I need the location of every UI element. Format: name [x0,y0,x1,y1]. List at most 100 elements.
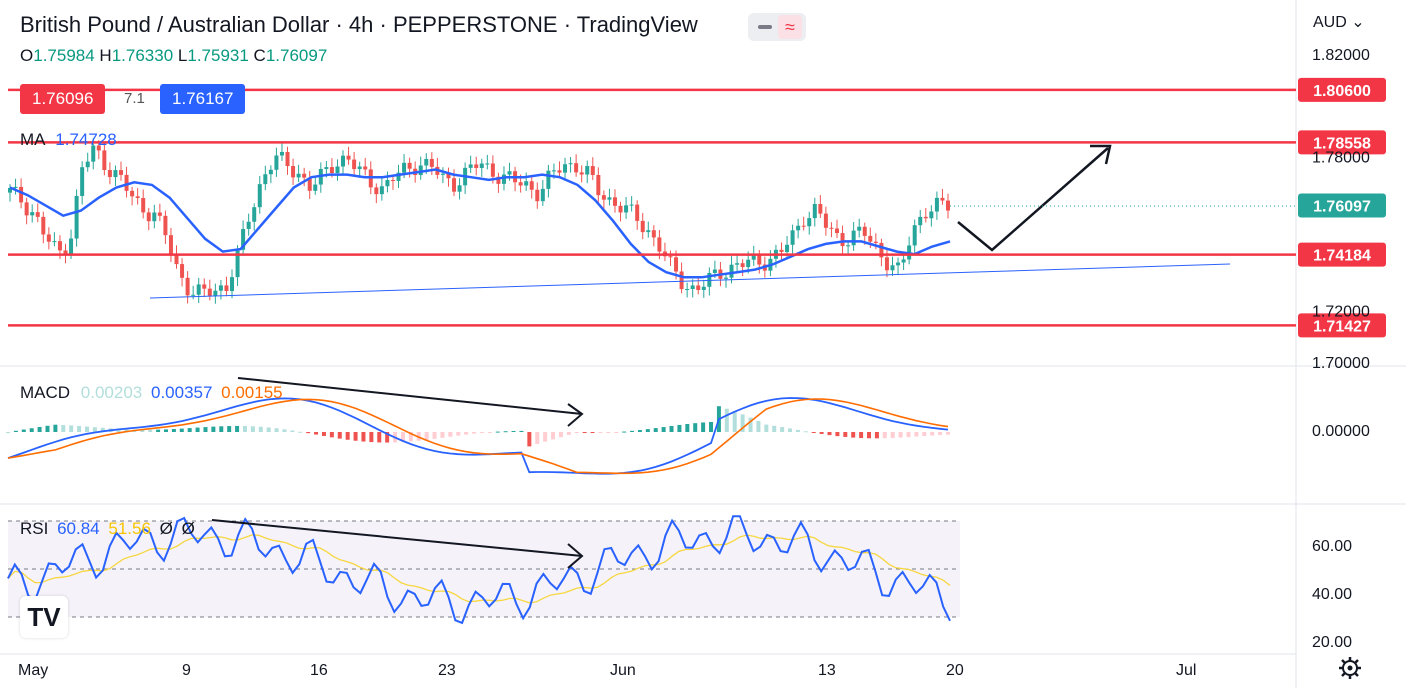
candle-body [80,167,85,196]
candle-body [934,197,939,212]
candle-body [329,167,334,174]
candle-body [191,294,196,296]
ma-legend[interactable]: MA 1.74728 [20,130,117,149]
last-price-label: 1.76097 [1313,199,1371,216]
candle-body [563,164,568,173]
macd-bar [282,429,287,432]
candle-body [757,254,762,265]
macd-bar [53,424,58,432]
macd-bar [6,432,10,433]
candle-body [24,202,29,216]
candle-body [102,150,107,170]
macd-bar [827,432,832,436]
macd-bar [709,421,714,432]
candle-body [901,259,906,263]
candle-body [230,277,235,292]
level-label: 1.78558 [1313,135,1371,152]
tradingview-logo[interactable]: TV [20,596,68,638]
candle-body [618,205,623,213]
ohlc-values: O1.75984 H1.76330 L1.75931 C1.76097 [20,46,328,65]
candle-body [501,174,506,184]
candle-body [546,170,551,189]
macd-bar [882,432,887,439]
candle-body [601,195,606,200]
macd-bar [440,432,445,438]
candle-body [873,241,878,243]
forecast-arrowhead [1090,144,1112,165]
candle-body [202,284,207,289]
candle-body [474,164,479,168]
x-tick-label: 16 [310,662,328,679]
candle-body [13,186,18,188]
macd-bar [693,423,698,432]
macd-bar [724,408,729,432]
currency-selector[interactable]: AUD ⌄ [1313,14,1365,31]
levels-group: 1.80600 1.78558 1.74184 1.71427 1.76097 [8,77,1386,338]
candle-body [923,216,928,219]
macd-bar [124,429,129,432]
settings-icon[interactable] [1339,657,1361,679]
candle-body [868,235,873,242]
macd-bar [598,432,603,433]
macd-bar [653,428,658,432]
candle-body [324,167,329,169]
candle-body [557,170,562,173]
candle-body [679,271,684,290]
last-price-box [1298,193,1386,218]
candle-body [690,285,695,290]
candle-body [829,227,834,229]
candle-body [135,196,140,199]
candle-body [712,269,717,273]
level-label-box [1298,130,1386,155]
candle-body [35,212,40,217]
candle-body [929,211,934,219]
candle-body [141,198,146,213]
candle-body [751,254,756,260]
candle-body [274,155,279,170]
rsi-legend[interactable]: RSI 60.84 51.56 Ø Ø [20,519,195,538]
macd-bar [669,425,674,432]
candle-body [457,185,462,192]
macd-bar [179,428,184,432]
candle-body [579,172,584,175]
macd-bar [740,414,745,432]
candle-body [857,226,862,231]
macd-bar [558,432,563,438]
macd-bar [345,432,350,440]
wave-icon: ≈ [778,15,802,39]
candle-body [285,151,290,167]
candle-body [252,207,257,222]
candle-body [851,230,856,246]
candle-body [374,187,379,195]
chevron-down-icon: ⌄ [1351,14,1365,31]
macd-bar [211,426,216,432]
x-tick-label: 13 [818,662,836,679]
macd-bar [732,411,737,432]
macd-bar [946,432,950,435]
macd-bar [242,426,247,432]
macd-divergence-line [237,377,583,415]
candle-body [668,256,673,258]
macd-bar [464,432,469,435]
candle-body [418,165,423,176]
candle-body [402,162,407,173]
candle-body [862,226,867,236]
candle-body [180,264,185,278]
symbol-title[interactable]: British Pound / Australian Dollar · 4h ·… [20,12,698,37]
macd-bar [795,429,800,432]
candle-body [163,215,168,236]
macd-legend[interactable]: MACD 0.00203 0.00357 0.00155 [20,383,283,402]
macd-bar [637,430,642,432]
candle-body [696,285,701,290]
candle-body [124,174,129,191]
level-label-box [1298,313,1386,338]
buy-price-button[interactable]: 1.76167 [160,84,246,114]
candle-body [168,235,173,255]
sell-price-button[interactable]: 1.76096 [20,84,106,114]
x-tick-label: 20 [946,662,964,679]
macd-bar [171,429,176,432]
macd-bar [448,432,453,437]
x-tick-label: 23 [438,662,456,679]
market-status-toggle[interactable]: ≈ [748,13,806,41]
